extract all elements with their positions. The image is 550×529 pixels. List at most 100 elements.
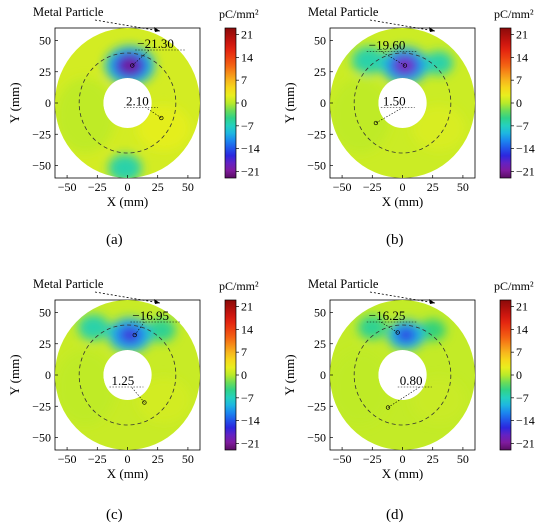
x-tick-label: 0 <box>400 180 406 194</box>
caption-c: (c) <box>106 507 123 523</box>
y-tick-label: 0 <box>45 368 51 382</box>
measurement-circle <box>78 52 177 154</box>
x-tick-label: −25 <box>88 180 107 194</box>
panel-d: −50 −25 0 25 50 50 25 0 −25 −50 X (mm) Y (mm) Metal … <box>282 277 535 481</box>
x-tick-label: −25 <box>88 452 107 466</box>
y-tick-label: 25 <box>314 65 326 79</box>
max-value-label: 2.10 <box>126 94 149 109</box>
y-tick-label: −50 <box>307 159 326 173</box>
panel-c: −50 −25 0 25 50 50 25 0 −25 −50 X (mm) Y (mm) Metal … <box>7 277 260 481</box>
colorbar-tick-label: −21 <box>516 436 535 450</box>
min-value-label: −16.25 <box>369 308 406 323</box>
colorbar-tick-label: −7 <box>516 119 529 133</box>
y-tick-label: 50 <box>39 34 51 48</box>
y-axis-label: Y (mm) <box>7 354 22 395</box>
colorbar: pC/mm² 21 14 7 0 −7 −14 −21 <box>494 7 535 178</box>
colorbar-tick-label: −21 <box>241 164 260 178</box>
x-tick-label: 50 <box>182 452 194 466</box>
colorbar-tick-label: 14 <box>516 50 528 64</box>
metal-particle-label: Metal Particle <box>33 5 104 19</box>
min-value-label: −19.60 <box>369 37 406 52</box>
x-axis-label: X (mm) <box>382 194 424 209</box>
x-tick-label: 50 <box>182 180 194 194</box>
metal-particle-label: Metal Particle <box>308 277 379 291</box>
y-tick-label: 50 <box>314 34 326 48</box>
colorbar-unit-label: pC/mm² <box>219 7 259 21</box>
colorbar-tick-label: −21 <box>516 164 535 178</box>
y-tick-label: −50 <box>32 431 51 445</box>
y-tick-label: 0 <box>320 368 326 382</box>
colorbar-tick-label: 0 <box>516 368 522 382</box>
colorbar-tick-label: 21 <box>241 28 253 42</box>
x-tick-label: −50 <box>333 452 352 466</box>
y-tick-label: 25 <box>39 337 51 351</box>
y-tick-label: 0 <box>320 96 326 110</box>
max-value-label: 1.50 <box>383 94 406 109</box>
panel-b: −50 −25 0 25 50 50 25 0 −25 −50 X (mm) Y (mm) Metal … <box>282 5 535 209</box>
x-tick-label: 25 <box>427 180 439 194</box>
measurement-circle <box>78 324 177 426</box>
colorbar-tick-label: −7 <box>241 119 254 133</box>
y-tick-label: −50 <box>32 159 51 173</box>
x-tick-label: −50 <box>58 180 77 194</box>
y-tick-label: 50 <box>39 306 51 320</box>
panel-a: −50 −25 0 25 50 50 25 0 −25 −50 X (mm) Y (mm) Metal … <box>7 5 260 209</box>
x-tick-label: 50 <box>457 180 469 194</box>
caption-d: (d) <box>386 507 404 523</box>
y-axis-label: Y (mm) <box>282 354 297 395</box>
y-tick-label: −50 <box>307 431 326 445</box>
x-tick-label: 25 <box>427 452 439 466</box>
colorbar-tick-label: 0 <box>516 96 522 110</box>
y-tick-label: 25 <box>314 337 326 351</box>
y-axis-label: Y (mm) <box>282 82 297 123</box>
colorbar-unit-label: pC/mm² <box>494 279 534 293</box>
colorbar-tick-label: 0 <box>241 96 247 110</box>
x-tick-label: 25 <box>152 180 164 194</box>
y-tick-label: 50 <box>314 306 326 320</box>
y-tick-label: −25 <box>32 127 51 141</box>
x-axis-label: X (mm) <box>107 466 149 481</box>
y-tick-label: 25 <box>39 65 51 79</box>
metal-particle-label: Metal Particle <box>308 5 379 19</box>
colorbar-tick-label: −14 <box>241 414 260 428</box>
colorbar-tick-label: 21 <box>516 300 528 314</box>
x-tick-label: −25 <box>363 452 382 466</box>
max-value-label: 0.80 <box>400 373 423 388</box>
y-tick-label: 0 <box>45 96 51 110</box>
colorbar-tick-label: −14 <box>241 142 260 156</box>
colorbar: pC/mm² 21 14 7 0 −7 −14 −21 <box>219 7 260 178</box>
colorbar: pC/mm² 21 14 7 0 −7 −14 −21 <box>494 279 535 450</box>
colorbar-tick-label: −7 <box>241 391 254 405</box>
caption-a: (a) <box>106 232 123 248</box>
x-tick-label: 50 <box>457 452 469 466</box>
colorbar-tick-label: 21 <box>241 300 253 314</box>
colorbar-tick-label: 21 <box>516 28 528 42</box>
colorbar-tick-label: 14 <box>516 322 528 336</box>
x-tick-label: 0 <box>400 452 406 466</box>
colorbar-tick-label: −14 <box>516 142 535 156</box>
x-tick-label: −50 <box>58 452 77 466</box>
x-tick-label: 25 <box>152 452 164 466</box>
x-axis-label: X (mm) <box>107 194 149 209</box>
x-tick-label: 0 <box>125 180 131 194</box>
colorbar-tick-label: 7 <box>241 345 247 359</box>
colorbar-tick-label: 0 <box>241 368 247 382</box>
colorbar-tick-label: 14 <box>241 50 253 64</box>
min-value-label: −21.30 <box>137 36 174 51</box>
caption-b: (b) <box>386 232 404 248</box>
colorbar-tick-label: 7 <box>516 73 522 87</box>
colorbar-tick-label: 7 <box>241 73 247 87</box>
colorbar-tick-label: 7 <box>516 345 522 359</box>
x-axis-label: X (mm) <box>382 466 424 481</box>
min-value-label: −16.95 <box>132 308 169 323</box>
colorbar-tick-label: −14 <box>516 414 535 428</box>
metal-particle-label: Metal Particle <box>33 277 104 291</box>
colorbar-tick-label: −7 <box>516 391 529 405</box>
y-tick-label: −25 <box>32 399 51 413</box>
colorbar-tick-label: 14 <box>241 322 253 336</box>
colorbar-unit-label: pC/mm² <box>219 279 259 293</box>
measurement-circle <box>353 52 452 154</box>
y-tick-label: −25 <box>307 127 326 141</box>
measurement-circle <box>353 324 452 426</box>
